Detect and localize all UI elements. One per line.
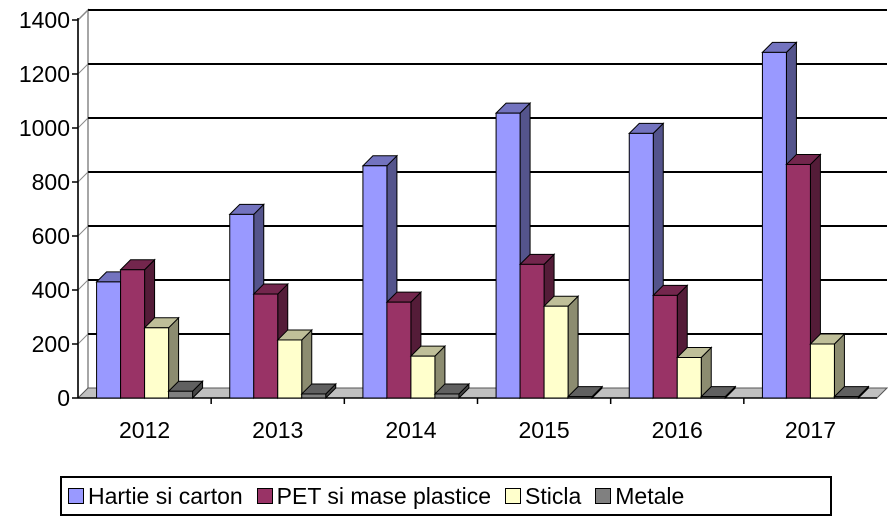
bar-2014-1 (385, 290, 423, 400)
gridline-side (77, 63, 89, 75)
bar-2014-3 (433, 382, 471, 400)
y-tick-label: 800 (32, 169, 70, 195)
x-tick-label: 2017 (785, 417, 836, 443)
legend-swatch-3 (595, 488, 612, 504)
bar-2014-2 (409, 344, 447, 400)
x-tick-label: 2014 (385, 417, 436, 443)
gridline-side (77, 225, 89, 237)
gridline-side (77, 171, 89, 183)
bar-2017-3 (833, 385, 870, 400)
legend-swatch-1 (256, 488, 273, 504)
y-tick-label: 1200 (19, 61, 70, 87)
y-tick-label: 200 (32, 331, 70, 357)
y-tick-label: 1000 (19, 115, 70, 141)
bar-2016-2 (676, 346, 713, 400)
bar-2012-1 (119, 258, 156, 400)
bar-2017-2 (809, 332, 846, 400)
bar-2013-3 (300, 382, 337, 400)
y-tick-label: 0 (57, 385, 70, 411)
y-tick-label: 1400 (19, 7, 70, 33)
side-wall (77, 8, 89, 398)
bar-2015-0 (494, 101, 532, 400)
gridline-side (77, 333, 89, 345)
legend-label-2: Sticla (525, 482, 582, 509)
gridline-side (77, 117, 89, 129)
x-tick-label: 2013 (252, 417, 303, 443)
y-tick-label: 600 (32, 223, 70, 249)
x-tick-labels: 2012 2013 2014 2015 2016 2017 (119, 417, 836, 443)
bar-2015-3 (566, 385, 604, 400)
legend-swatch-0 (68, 488, 84, 504)
gridlines (72, 9, 887, 399)
legend-label-1: PET si mase plastice (276, 482, 491, 509)
legend-label-3: Metale (615, 482, 685, 509)
legend: Hartie si carton PET si mase plastice St… (60, 476, 832, 516)
bar-2013-2 (276, 328, 313, 400)
axes (77, 18, 877, 404)
y-tick-label: 400 (32, 277, 70, 303)
legend-item-1: PET si mase plastice (256, 482, 491, 510)
gridline-side (77, 9, 89, 21)
bar-2016-3 (700, 385, 737, 400)
legend-item-0: Hartie si carton (68, 483, 243, 510)
bars (95, 41, 870, 400)
legend-item-2: Sticla (505, 483, 581, 510)
x-tick-label: 2016 (652, 417, 703, 443)
bar-2012-3 (167, 380, 204, 400)
y-tick-labels: 0 200 400 600 800 1000 1200 1400 (19, 7, 70, 411)
legend-swatch-2 (505, 488, 521, 504)
x-tick-label: 2015 (518, 417, 569, 443)
bar-2012-2 (143, 316, 180, 400)
gridline-side (77, 279, 89, 291)
legend-item-3: Metale (595, 483, 684, 510)
x-tick-label: 2012 (119, 417, 170, 443)
legend-label-0: Hartie si carton (88, 482, 243, 509)
bar-2015-2 (542, 294, 580, 400)
